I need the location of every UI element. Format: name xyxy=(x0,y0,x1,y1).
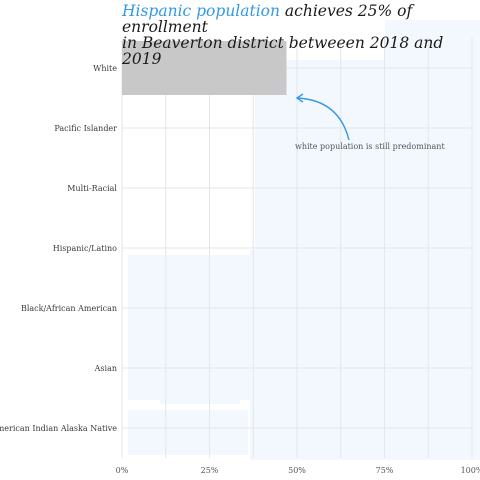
x-tick-label: 75% xyxy=(376,466,394,475)
map-region xyxy=(325,120,475,250)
annotation-text: white population is still predominant xyxy=(295,142,445,151)
category-label: Multi-Racial xyxy=(67,184,117,193)
x-tick-label: 0% xyxy=(116,466,129,475)
annotation-arrowhead xyxy=(295,93,304,103)
bars xyxy=(122,41,287,95)
title-line1-rest: achieves 25% of enrollment xyxy=(122,2,413,36)
title-line2: in Beaverton district betweeen 2018 and … xyxy=(122,34,444,68)
category-label: Asian xyxy=(94,364,117,373)
map-background xyxy=(128,20,480,460)
bar-white xyxy=(122,41,287,95)
x-tick-label: 100% xyxy=(461,466,480,475)
category-label: Black/African American xyxy=(21,304,117,313)
category-label: Pacific Islander xyxy=(54,124,117,133)
map-region xyxy=(160,372,240,404)
map-region xyxy=(385,20,480,110)
category-label: American Indian Alaska Native xyxy=(0,424,117,433)
category-labels: White Pacific Islander Multi-Racial Hispani… xyxy=(0,64,117,433)
x-tick-labels: 0% 25% 50% 75% 100% xyxy=(116,466,480,475)
x-tick-label: 25% xyxy=(201,466,219,475)
category-label: Hispanic/Latino xyxy=(53,244,117,253)
map-region xyxy=(128,410,248,455)
annotation: white population is still predominant xyxy=(295,93,445,151)
gridlines xyxy=(121,38,473,458)
x-tick-label: 50% xyxy=(288,466,306,475)
title-highlight: Hispanic population xyxy=(122,2,280,20)
category-label: White xyxy=(93,64,117,73)
chart-title: Hispanic population achieves 25% of enro… xyxy=(122,3,478,67)
map-region xyxy=(400,300,480,450)
annotation-arrow xyxy=(296,97,350,141)
